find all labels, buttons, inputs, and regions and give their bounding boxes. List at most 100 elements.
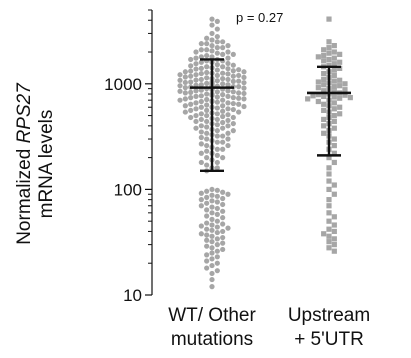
data-point <box>326 178 332 184</box>
data-point <box>214 260 220 266</box>
data-point <box>214 193 220 199</box>
data-point <box>214 99 220 105</box>
data-point <box>193 100 199 106</box>
data-point <box>225 117 231 124</box>
data-point <box>331 136 337 142</box>
data-point <box>204 35 210 41</box>
data-point <box>225 60 231 67</box>
data-point <box>214 45 220 51</box>
data-point <box>209 30 215 37</box>
data-point <box>241 85 247 91</box>
data-point <box>198 197 204 203</box>
data-point <box>331 182 337 188</box>
data-point <box>220 133 226 139</box>
data-point <box>214 122 220 128</box>
data-point <box>198 47 204 53</box>
data-point <box>230 51 236 57</box>
data-point <box>198 104 204 110</box>
data-point <box>220 189 226 195</box>
data-point <box>321 93 327 99</box>
data-point <box>220 125 226 131</box>
data-point <box>225 76 231 83</box>
data-point <box>241 90 247 97</box>
x-tick-label-0-line1: WT/ Other <box>168 305 256 326</box>
x-tick-label-1-line2: + 5'UTR <box>294 329 364 350</box>
data-point <box>230 73 236 79</box>
data-point <box>326 203 332 209</box>
data-point <box>204 75 210 81</box>
data-point <box>236 95 242 101</box>
data-point <box>230 68 236 74</box>
data-point <box>204 207 210 213</box>
data-point <box>198 159 204 166</box>
data-point <box>204 69 210 76</box>
data-point <box>204 112 210 119</box>
data-point <box>209 198 215 204</box>
data-point <box>198 134 204 141</box>
data-point <box>315 85 321 91</box>
data-point <box>321 116 327 123</box>
data-point <box>230 114 236 121</box>
data-point <box>220 146 226 152</box>
data-point <box>193 49 199 55</box>
data-point <box>214 111 220 117</box>
data-point <box>204 237 210 243</box>
data-point <box>193 106 199 112</box>
data-point <box>177 97 183 103</box>
data-point <box>188 73 194 79</box>
data-point <box>331 142 337 149</box>
data-point <box>209 276 215 283</box>
data-point <box>204 148 210 154</box>
data-point <box>220 51 226 57</box>
data-point <box>236 78 242 84</box>
data-point <box>188 114 194 121</box>
data-point <box>209 210 215 216</box>
x-tick-labels: WT/ Other mutations Upstream + 5'UTR <box>168 305 370 350</box>
data-point <box>347 95 353 101</box>
data-point <box>204 243 210 249</box>
data-point <box>220 228 226 235</box>
data-point <box>326 155 332 161</box>
data-point <box>326 165 332 171</box>
data-point <box>214 26 220 32</box>
data-point <box>204 91 210 97</box>
data-point <box>220 39 226 45</box>
data-point <box>326 186 332 193</box>
data-point <box>337 104 343 110</box>
data-point <box>204 194 210 200</box>
data-point <box>326 226 332 232</box>
data-point <box>236 67 242 73</box>
data-point <box>198 123 204 129</box>
data-point <box>209 37 215 43</box>
data-point <box>315 92 321 98</box>
data-point <box>182 96 188 102</box>
data-point <box>214 62 220 68</box>
data-point <box>182 74 188 80</box>
data-point <box>204 80 210 86</box>
data-point <box>198 54 204 60</box>
data-point <box>198 82 204 88</box>
data-point <box>220 45 226 51</box>
data-point <box>198 98 204 105</box>
data-point <box>331 242 337 248</box>
data-point <box>220 103 226 109</box>
data-point <box>220 64 226 70</box>
data-point <box>220 221 226 227</box>
data-point <box>225 100 231 106</box>
data-point <box>321 58 327 64</box>
data-point <box>182 69 188 75</box>
data-point <box>241 96 247 102</box>
data-point <box>209 22 215 28</box>
data-point <box>331 67 337 73</box>
data-point <box>182 90 188 96</box>
data-point <box>331 78 337 84</box>
data-point <box>182 109 188 115</box>
data-point <box>214 268 220 274</box>
data-point <box>214 50 220 56</box>
data-point <box>225 225 231 231</box>
data-point <box>331 118 337 125</box>
data-point <box>331 43 337 49</box>
data-point <box>220 246 226 253</box>
data-point <box>331 84 337 90</box>
